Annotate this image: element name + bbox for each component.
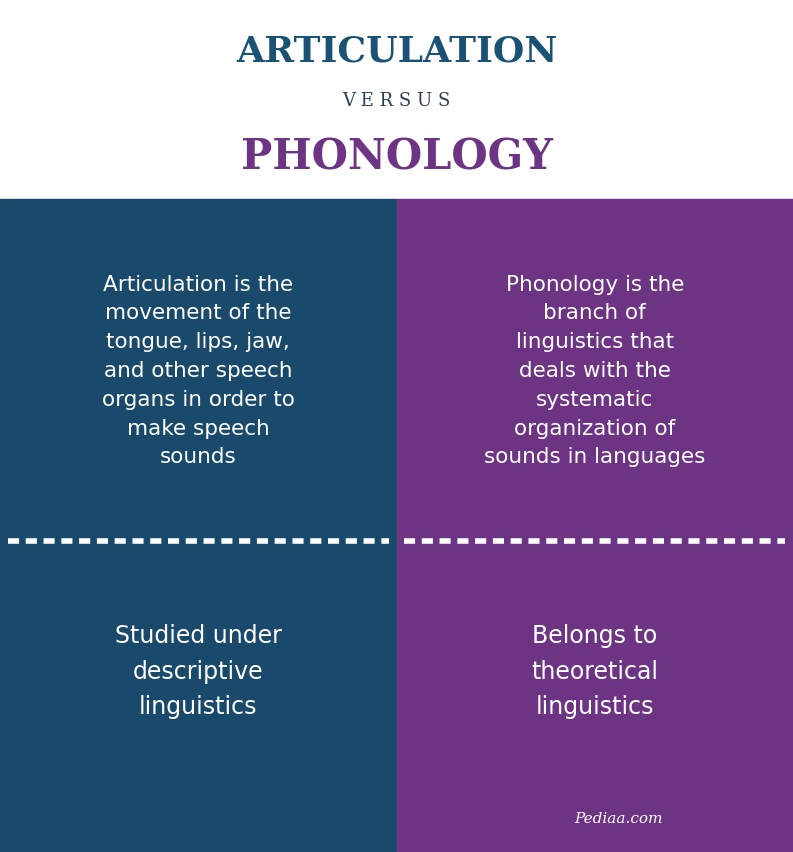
Text: Studied under
descriptive
linguistics: Studied under descriptive linguistics [115,624,282,718]
Text: ARTICULATION: ARTICULATION [236,34,557,68]
Text: Belongs to
theoretical
linguistics: Belongs to theoretical linguistics [531,624,658,718]
Text: Phonology is the
branch of
linguistics that
deals with the
systematic
organizati: Phonology is the branch of linguistics t… [484,274,706,467]
Bar [0,200,396,852]
Text: Pediaa.com: Pediaa.com [574,811,663,825]
Text: V E R S U S: V E R S U S [343,91,450,110]
Bar [396,200,793,852]
Text: PHONOLOGY: PHONOLOGY [240,136,553,179]
Text: Articulation is the
movement of the
tongue, lips, jaw,
and other speech
organs i: Articulation is the movement of the tong… [102,274,295,467]
